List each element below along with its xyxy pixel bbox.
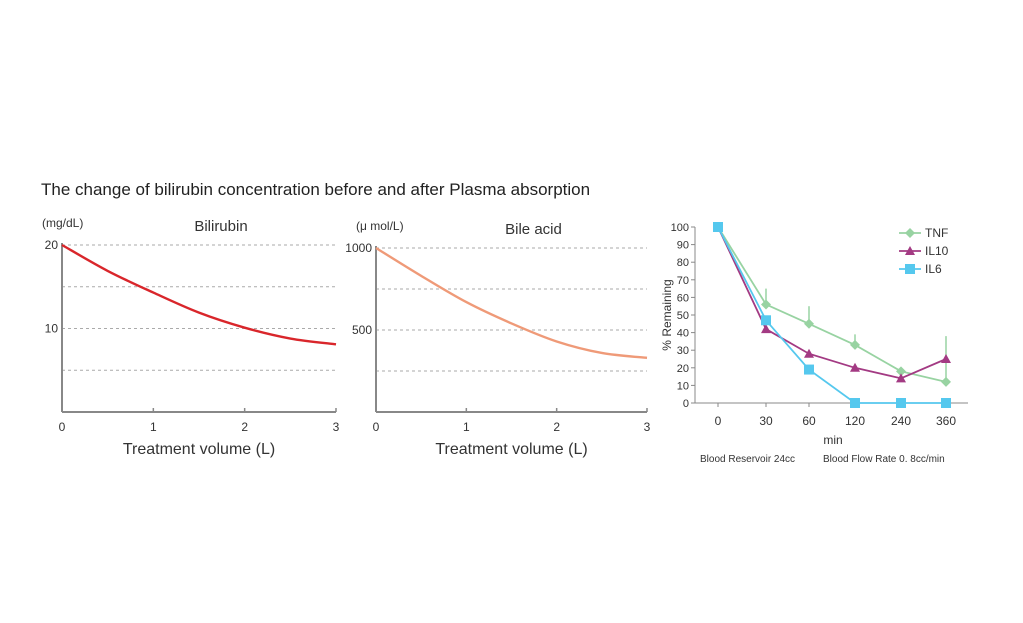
chart3-x-tick-label-0: 0 — [715, 414, 722, 428]
chart3-tnf-point-3 — [850, 340, 860, 350]
chart1-y-tick-label-0: 20 — [45, 238, 59, 252]
chart1-x-tick-label-3: 3 — [333, 420, 340, 434]
chart3-il6-point-3 — [850, 398, 860, 408]
chart3-y-tick-label-0: 0 — [683, 398, 689, 410]
chart3-note-flow-rate: Blood Flow Rate 0. 8cc/min — [823, 454, 945, 465]
chart2-x-tick-label-1: 1 — [463, 420, 470, 434]
chart2-x-tick-label-3: 3 — [644, 420, 651, 434]
chart3-note-reservoir: Blood Reservoir 24cc — [700, 454, 795, 465]
chart1-x-tick-label-2: 2 — [241, 420, 248, 434]
chart3-x-tick-label-2: 60 — [802, 414, 816, 428]
chart3-y-tick-label-5: 50 — [677, 310, 689, 322]
chart3-y-tick-label-10: 100 — [671, 222, 689, 234]
chart3-y-tick-label-3: 30 — [677, 345, 689, 357]
chart3-il6-point-4 — [896, 398, 906, 408]
chart2-unit-label: (μ mol/L) — [356, 219, 404, 233]
chart3-tnf-point-1 — [761, 299, 771, 309]
chart3-x-axis-label: min — [823, 433, 842, 447]
chart1-y-tick-label-1: 10 — [45, 322, 59, 336]
chart3-x-tick-label-1: 30 — [759, 414, 773, 428]
chart1-series-line — [62, 245, 336, 344]
chart3-il6-point-2 — [804, 365, 814, 375]
chart3-legend-il10-label: IL10 — [925, 244, 949, 258]
chart2-x-tick-label-2: 2 — [553, 420, 560, 434]
chart3-y-tick-label-4: 40 — [677, 328, 689, 340]
chart2-x-axis-label: Treatment volume (L) — [435, 441, 587, 458]
chart2-y-tick-label-1: 500 — [352, 323, 372, 337]
chart3-y-tick-label-2: 20 — [677, 363, 689, 375]
chart3-tnf-point-2 — [804, 319, 814, 329]
chart3-y-tick-label-1: 10 — [677, 380, 689, 392]
chart2-title: Bile acid — [505, 221, 562, 238]
chart1-unit-label: (mg/dL) — [42, 216, 83, 230]
chart3-y-axis-label: % Remaining — [660, 279, 674, 350]
chart3-legend-tnf-marker — [905, 228, 915, 238]
chart3-il6-point-0 — [713, 222, 723, 232]
chart3-x-tick-label-4: 240 — [891, 414, 911, 428]
chart3-legend-il6-label: IL6 — [925, 262, 942, 276]
chart1-title: Bilirubin — [194, 218, 247, 235]
chart3-il6-point-1 — [761, 315, 771, 325]
chart3-x-tick-label-5: 360 — [936, 414, 956, 428]
chart2-y-tick-label-0: 1000 — [345, 241, 372, 255]
chart3-legend-il6-marker — [905, 264, 915, 274]
chart3-il6-point-5 — [941, 398, 951, 408]
chart-canvas: 0 1 2 32010Bilirubin(mg/dL)Treatment volume… — [0, 0, 1023, 623]
chart2-series-line — [376, 248, 647, 358]
chart3-y-tick-label-7: 70 — [677, 275, 689, 287]
chart3-y-tick-label-6: 60 — [677, 292, 689, 304]
chart3-il10-point-5 — [941, 354, 951, 363]
chart1-x-axis-label: Treatment volume (L) — [123, 441, 275, 458]
chart1-x-tick-label-1: 1 — [150, 420, 157, 434]
chart3-y-tick-label-9: 90 — [677, 240, 689, 252]
chart3-y-tick-label-8: 80 — [677, 257, 689, 269]
chart3-tnf-point-5 — [941, 377, 951, 387]
chart3-x-tick-label-3: 120 — [845, 414, 865, 428]
chart3-legend-tnf-label: TNF — [925, 226, 948, 240]
chart2-x-tick-label-0: 0 — [373, 420, 380, 434]
chart3-il10-point-2 — [804, 349, 814, 358]
chart1-x-tick-label-0: 0 — [59, 420, 66, 434]
